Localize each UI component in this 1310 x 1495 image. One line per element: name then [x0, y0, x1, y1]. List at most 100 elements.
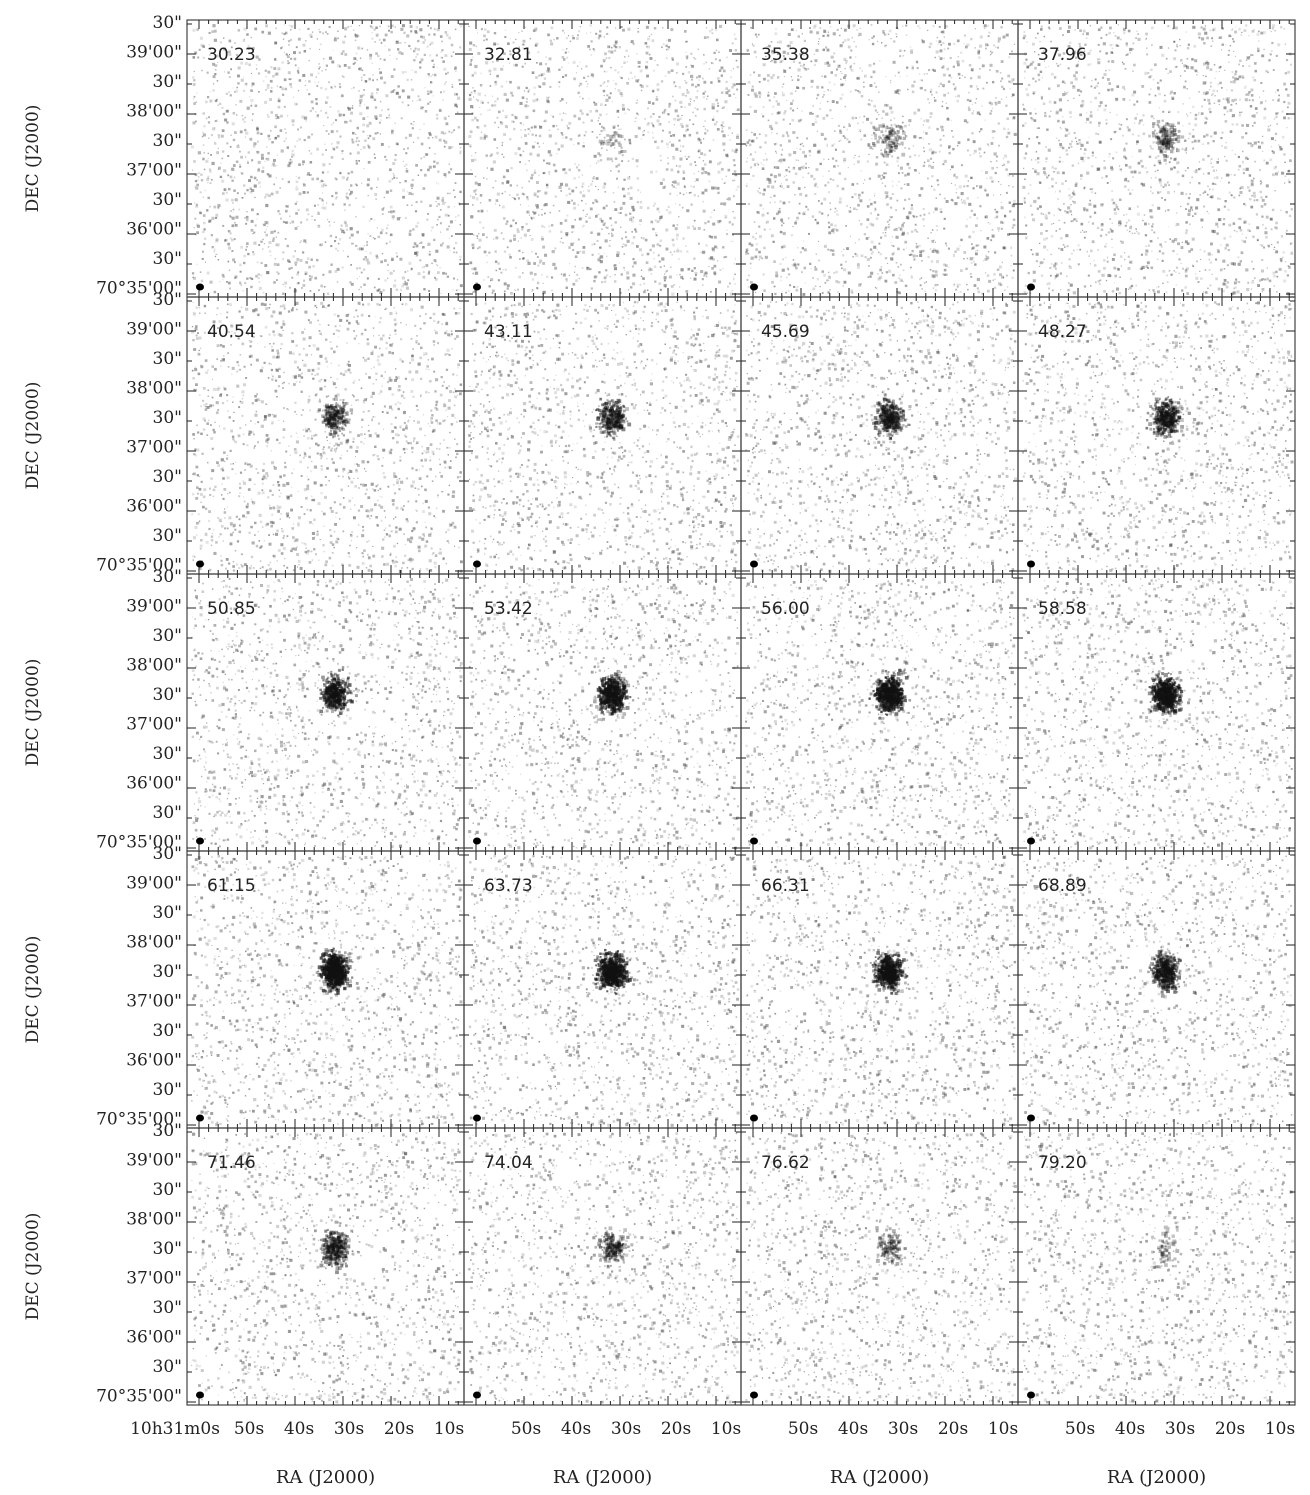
velocity-label: 61.15 — [207, 876, 256, 896]
channel-panel: 53.42 — [464, 574, 741, 851]
channel-panel: 74.04 — [464, 1128, 741, 1405]
beam-marker — [750, 838, 758, 845]
dec-tick-label: 30" — [153, 626, 182, 646]
dec-tick-label: 36'00" — [126, 497, 182, 517]
dec-axis-title: DEC (J2000) — [23, 382, 43, 490]
ra-tick-label: 20s — [384, 1419, 414, 1439]
dec-tick-label: 30" — [153, 1357, 182, 1377]
dec-tick-label: 30" — [153, 1180, 182, 1200]
beam-marker — [1027, 838, 1035, 845]
ra-tick-label: 10s — [1265, 1419, 1295, 1439]
channel-panel: 76.62 — [741, 1128, 1018, 1405]
velocity-label: 74.04 — [484, 1153, 533, 1173]
dec-tick-label: 30" — [153, 903, 182, 923]
ra-axis-title: RA (J2000) — [1107, 1467, 1206, 1488]
dec-tick-label: 38'00" — [126, 1210, 182, 1230]
beam-marker — [1027, 1115, 1035, 1122]
dec-tick-label: 36'00" — [126, 1051, 182, 1071]
dec-tick-label: 30" — [153, 685, 182, 705]
dec-tick-label: 30" — [153, 349, 182, 369]
ra-tick-label: 20s — [938, 1419, 968, 1439]
dec-tick-label: 39'00" — [126, 320, 182, 340]
beam-marker — [473, 284, 481, 291]
noise-speckle — [468, 24, 739, 296]
channel-panel: 63.73 — [464, 851, 741, 1128]
velocity-label: 48.27 — [1038, 322, 1087, 342]
emission-blob — [318, 395, 353, 443]
dec-tick-label: 39'00" — [126, 874, 182, 894]
velocity-label: 66.31 — [761, 876, 810, 896]
ra-tick-label: 50s — [511, 1419, 541, 1439]
ra-axis-title: RA (J2000) — [553, 1467, 652, 1488]
dec-tick-label: 38'00" — [126, 656, 182, 676]
dec-tick-label: 30" — [153, 290, 182, 310]
dec-tick-label: 30" — [153, 249, 182, 269]
velocity-label: 37.96 — [1038, 45, 1087, 65]
dec-axis-title: DEC (J2000) — [23, 936, 43, 1044]
dec-tick-label: 37'00" — [126, 1269, 182, 1289]
velocity-label: 45.69 — [761, 322, 810, 342]
velocity-label: 35.38 — [761, 45, 810, 65]
dec-tick-label: 70°35'00" — [96, 1387, 182, 1407]
ra-axis-title: RA (J2000) — [830, 1467, 929, 1488]
beam-marker — [196, 1392, 204, 1399]
dec-tick-label: 30" — [153, 803, 182, 823]
ra-tick-label: 30s — [888, 1419, 918, 1439]
velocity-label: 79.20 — [1038, 1153, 1087, 1173]
ra-tick-label: 20s — [661, 1419, 691, 1439]
ra-tick-label: 30s — [334, 1419, 364, 1439]
beam-marker — [750, 1392, 758, 1399]
channel-panel: 37.96 — [1018, 20, 1295, 297]
velocity-label: 50.85 — [207, 599, 256, 619]
channel-panel: 32.81 — [464, 20, 741, 297]
dec-tick-label: 30" — [153, 962, 182, 982]
dec-tick-label: 30" — [153, 1080, 182, 1100]
ra-tick-label: 10h31m0s — [130, 1419, 220, 1439]
dec-tick-label: 38'00" — [126, 933, 182, 953]
ra-tick-label: 40s — [1115, 1419, 1145, 1439]
ra-tick-label: 40s — [561, 1419, 591, 1439]
dec-tick-label: 30" — [153, 1121, 182, 1141]
dec-tick-label: 37'00" — [126, 992, 182, 1012]
dec-tick-label: 38'00" — [126, 379, 182, 399]
dec-tick-label: 37'00" — [126, 161, 182, 181]
velocity-label: 71.46 — [207, 1153, 256, 1173]
velocity-label: 58.58 — [1038, 599, 1087, 619]
channel-panel: 66.31 — [741, 851, 1018, 1128]
channel-panel: 58.58 — [1018, 574, 1295, 851]
ra-tick-label: 10s — [711, 1419, 741, 1439]
dec-tick-label: 36'00" — [126, 774, 182, 794]
dec-tick-label: 36'00" — [126, 220, 182, 240]
beam-marker — [1027, 1392, 1035, 1399]
velocity-label: 56.00 — [761, 599, 810, 619]
channel-panel: 61.15 — [187, 851, 464, 1128]
velocity-label: 40.54 — [207, 322, 256, 342]
ra-tick-label: 10s — [988, 1419, 1018, 1439]
beam-marker — [1027, 561, 1035, 568]
dec-tick-label: 30" — [153, 744, 182, 764]
beam-marker — [473, 561, 481, 568]
beam-marker — [750, 1115, 758, 1122]
velocity-label: 32.81 — [484, 45, 533, 65]
ra-tick-label: 30s — [1165, 1419, 1195, 1439]
ra-tick-label: 50s — [788, 1419, 818, 1439]
channel-panel: 50.85 — [187, 574, 464, 851]
dec-tick-label: 30" — [153, 467, 182, 487]
ra-tick-label: 50s — [234, 1419, 264, 1439]
channel-panel: 40.54 — [187, 297, 464, 574]
emission-blob — [872, 951, 909, 995]
dec-tick-label: 30" — [153, 567, 182, 587]
dec-tick-label: 30" — [153, 190, 182, 210]
beam-marker — [196, 561, 204, 568]
dec-tick-label: 30" — [153, 844, 182, 864]
dec-tick-label: 30" — [153, 1021, 182, 1041]
ra-tick-label: 10s — [434, 1419, 464, 1439]
dec-tick-label: 37'00" — [126, 715, 182, 735]
beam-marker — [750, 284, 758, 291]
channel-panel: 30.23 — [187, 20, 464, 297]
dec-tick-label: 39'00" — [126, 43, 182, 63]
velocity-label: 30.23 — [207, 45, 256, 65]
noise-speckle — [191, 302, 463, 573]
